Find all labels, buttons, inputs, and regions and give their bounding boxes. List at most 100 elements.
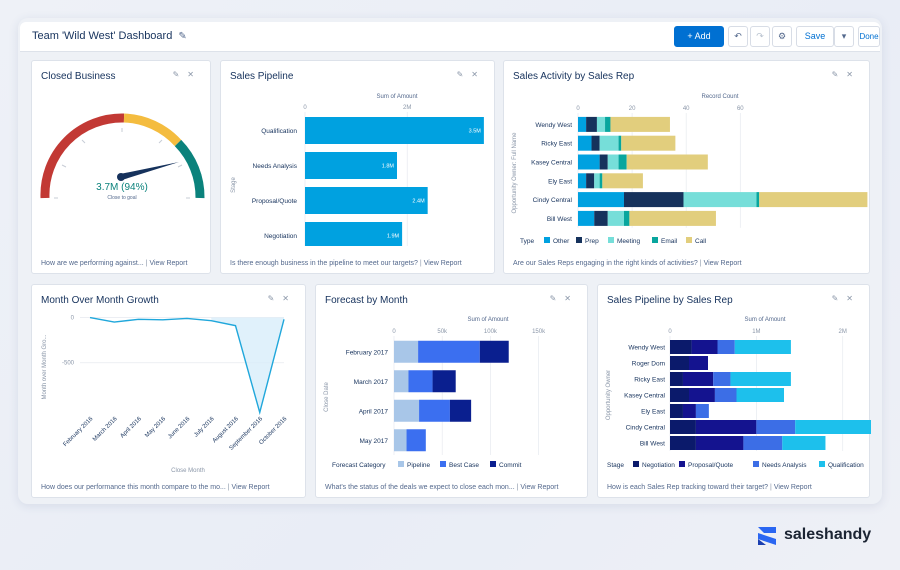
close-icon[interactable]: ✕ — [846, 294, 861, 303]
bar — [599, 173, 603, 189]
card-title: Closed Business — [41, 71, 116, 82]
redo-button[interactable]: ↷ — [750, 26, 770, 47]
bar — [578, 154, 600, 170]
undo-button[interactable]: ↶ — [728, 26, 748, 47]
bar — [610, 116, 670, 132]
bar — [670, 420, 696, 434]
tick-label: 2M — [403, 105, 411, 111]
edit-icon[interactable]: ✎ — [549, 294, 565, 303]
tick-label: 0 — [303, 105, 307, 111]
bar — [734, 340, 791, 354]
bar — [714, 388, 737, 402]
bar — [394, 370, 409, 393]
done-button[interactable]: Done — [858, 26, 880, 47]
category-label: Proposal/Quote — [252, 198, 298, 205]
y-axis-title: Opportunity Owner — [606, 370, 612, 420]
x-tick-label: April 2016 — [120, 416, 144, 440]
bar — [736, 388, 784, 402]
bar — [591, 135, 600, 151]
bar — [599, 154, 608, 170]
edit-icon[interactable]: ✎ — [831, 70, 847, 79]
card-tools: ✎✕ — [173, 70, 202, 79]
legend-title: Forecast Category — [332, 462, 386, 469]
edit-pencil-icon[interactable]: ✎ — [178, 31, 187, 42]
gauge-arc-red — [40, 113, 125, 199]
bar — [408, 370, 433, 393]
saleshandy-logo-icon — [758, 527, 776, 545]
bar — [623, 210, 630, 226]
pipeline-rep-card: Sales Pipeline by Sales Rep ✎✕ Sum of Am… — [597, 284, 871, 498]
add-button[interactable]: + Add — [674, 26, 724, 47]
legend-swatch — [819, 461, 825, 467]
card-tools: ✎✕ — [268, 294, 297, 303]
y-axis-title: Close Date — [324, 382, 330, 412]
bar — [795, 420, 871, 434]
edit-icon[interactable]: ✎ — [831, 294, 847, 303]
legend-label: Call — [695, 238, 707, 245]
close-icon[interactable]: ✕ — [471, 70, 486, 79]
forecast-chart: Sum of Amount 0 50k 100k 150k Close Date Febru… — [324, 317, 546, 469]
y-axis-title: Opportunity Owner: Full Name — [512, 132, 518, 214]
bar — [629, 210, 716, 226]
view-report-link[interactable]: View Report — [423, 260, 462, 267]
edit-icon[interactable]: ✎ — [172, 70, 188, 79]
legend-swatch — [686, 237, 692, 243]
legend-label: Proposal/Quote — [688, 462, 734, 469]
close-icon[interactable]: ✕ — [187, 70, 202, 79]
view-report-link[interactable]: View Report — [773, 484, 812, 491]
card-footer: Is there enough business in the pipeline… — [230, 260, 462, 267]
bar — [618, 135, 622, 151]
view-report-link[interactable]: View Report — [231, 484, 270, 491]
bar — [670, 372, 683, 386]
gauge-arc-yellow — [123, 113, 182, 147]
close-icon[interactable]: ✕ — [564, 294, 579, 303]
category-label: Needs Analysis — [253, 163, 298, 170]
sales-activity-chart: Record Count 0 20 40 60 Opportunity Owner: Fu… — [512, 94, 868, 245]
x-axis-title: Close Month — [171, 468, 205, 474]
bar — [586, 173, 595, 189]
bar — [394, 399, 420, 422]
bar — [713, 372, 731, 386]
tick-label: 1M — [752, 329, 760, 335]
bar — [695, 420, 757, 434]
bar — [305, 222, 403, 246]
view-report-link[interactable]: View Report — [703, 260, 742, 267]
x-tick-label: June 2016 — [167, 416, 192, 441]
category-label: Roger Dom — [632, 361, 665, 368]
bar-value-label: 3.5M — [469, 129, 482, 135]
bar — [578, 135, 592, 151]
bar — [618, 154, 627, 170]
edit-icon[interactable]: ✎ — [456, 70, 472, 79]
bar — [695, 436, 744, 450]
dashboard-header: Team 'Wild West' Dashboard ✎ + Add ↶ ↷ ⚙ … — [20, 22, 880, 52]
bar — [756, 420, 796, 434]
bar — [419, 399, 450, 422]
tick-label: 0 — [576, 106, 580, 112]
bar — [607, 210, 624, 226]
bar — [759, 192, 868, 208]
close-icon[interactable]: ✕ — [282, 294, 297, 303]
bar — [305, 152, 397, 179]
settings-button[interactable]: ⚙ — [772, 26, 792, 47]
card-footer: How are we performing against... | View … — [41, 260, 188, 267]
save-dropdown-button[interactable]: ▾ — [834, 26, 854, 47]
legend-label: Prep — [585, 238, 599, 245]
tick-label: 60 — [737, 106, 744, 112]
bar — [670, 340, 692, 354]
bar — [623, 192, 684, 208]
bar — [695, 404, 709, 418]
bar — [578, 173, 587, 189]
bar — [406, 429, 426, 452]
category-label: Wendy West — [535, 122, 572, 129]
save-button[interactable]: Save — [796, 26, 834, 47]
view-report-link[interactable]: View Report — [149, 260, 188, 267]
growth-line — [89, 316, 285, 416]
bar — [586, 116, 597, 132]
close-icon[interactable]: ✕ — [846, 70, 861, 79]
forecast-card: Forecast by Month ✎✕ Sum of Amount 0 50k 10… — [315, 284, 588, 498]
legend-title: Type — [520, 238, 534, 245]
edit-icon[interactable]: ✎ — [267, 294, 283, 303]
view-report-link[interactable]: View Report — [520, 484, 559, 491]
bar — [578, 192, 624, 208]
x-tick-label: March 2016 — [92, 416, 119, 443]
